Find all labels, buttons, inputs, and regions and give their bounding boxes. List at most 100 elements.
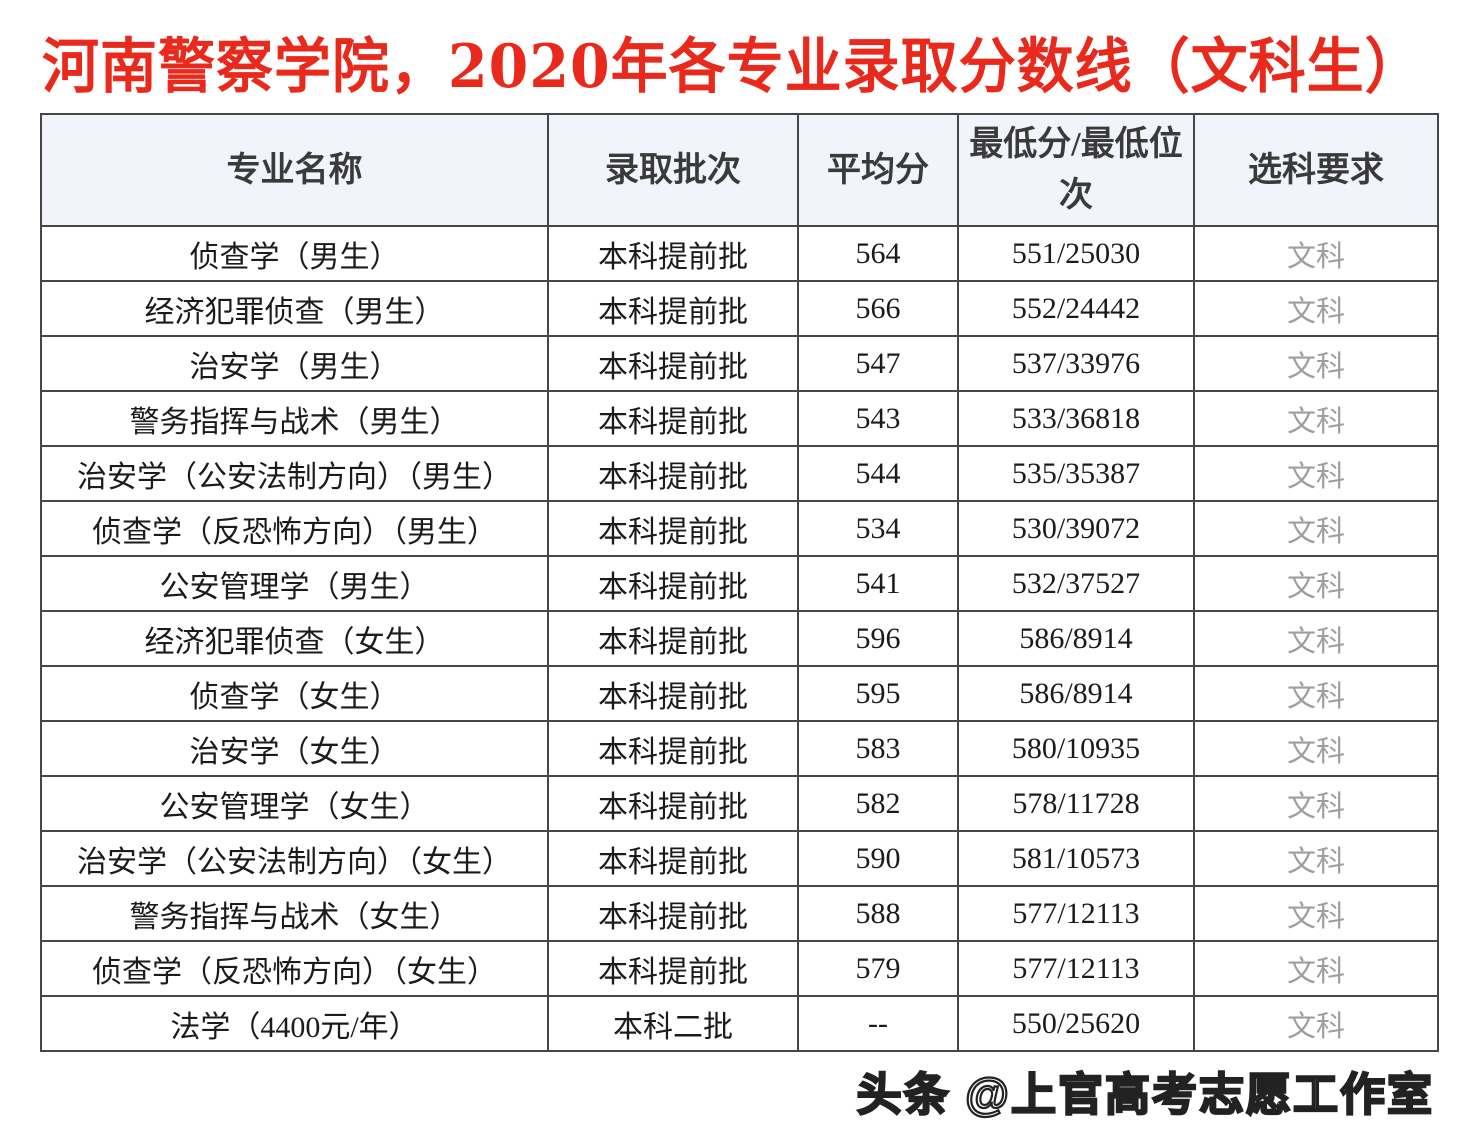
min-score-rank-cell: 552/24442	[957, 280, 1195, 337]
average-score-cell: 579	[797, 940, 959, 997]
min-score-rank-cell: 551/25030	[957, 225, 1195, 282]
min-score-rank-cell: 535/35387	[957, 445, 1195, 502]
subject-requirement-cell: 文科	[1193, 555, 1439, 612]
average-score-cell: 543	[797, 390, 959, 447]
major-name-cell: 治安学（女生）	[40, 720, 549, 777]
table-row: 警务指挥与战术（男生） 本科提前批 543 533/36818 文科	[40, 390, 1439, 447]
average-score-cell: 547	[797, 335, 959, 392]
admission-batch-cell: 本科提前批	[547, 280, 799, 337]
subject-requirement-cell: 文科	[1193, 500, 1439, 557]
admission-batch-cell: 本科提前批	[547, 885, 799, 942]
major-name-cell: 公安管理学（男生）	[40, 555, 549, 612]
table-row: 经济犯罪侦查（男生） 本科提前批 566 552/24442 文科	[40, 280, 1439, 337]
subject-requirement-cell: 文科	[1193, 610, 1439, 667]
subject-requirement-cell: 文科	[1193, 720, 1439, 777]
col-header-average-score: 平均分	[797, 113, 959, 227]
major-name-cell: 侦查学（女生）	[40, 665, 549, 722]
table-row: 侦查学（反恐怖方向）（女生） 本科提前批 579 577/12113 文科	[40, 940, 1439, 997]
admission-score-table: 专业名称 录取批次 平均分 最低分/最低位次 选科要求 侦查学（男生） 本科提前批…	[40, 113, 1439, 1052]
min-score-rank-cell: 530/39072	[957, 500, 1195, 557]
min-score-rank-cell: 577/12113	[957, 885, 1195, 942]
table-row: 治安学（公安法制方向）（男生） 本科提前批 544 535/35387 文科	[40, 445, 1439, 502]
table-row: 侦查学（女生） 本科提前批 595 586/8914 文科	[40, 665, 1439, 722]
col-header-admission-batch: 录取批次	[547, 113, 799, 227]
subject-requirement-cell: 文科	[1193, 390, 1439, 447]
admission-batch-cell: 本科提前批	[547, 335, 799, 392]
admission-batch-cell: 本科提前批	[547, 390, 799, 447]
col-header-major-name: 专业名称	[40, 113, 549, 227]
table-row: 治安学（女生） 本科提前批 583 580/10935 文科	[40, 720, 1439, 777]
average-score-cell: 566	[797, 280, 959, 337]
admission-batch-cell: 本科提前批	[547, 445, 799, 502]
average-score-cell: 590	[797, 830, 959, 887]
min-score-rank-cell: 586/8914	[957, 665, 1195, 722]
table-row: 公安管理学（女生） 本科提前批 582 578/11728 文科	[40, 775, 1439, 832]
major-name-cell: 警务指挥与战术（男生）	[40, 390, 549, 447]
major-name-cell: 治安学（男生）	[40, 335, 549, 392]
min-score-rank-cell: 537/33976	[957, 335, 1195, 392]
major-name-cell: 侦查学（反恐怖方向）（男生）	[40, 500, 549, 557]
min-score-rank-cell: 578/11728	[957, 775, 1195, 832]
subject-requirement-cell: 文科	[1193, 940, 1439, 997]
subject-requirement-cell: 文科	[1193, 995, 1439, 1052]
admission-batch-cell: 本科提前批	[547, 610, 799, 667]
average-score-cell: 541	[797, 555, 959, 612]
admission-batch-cell: 本科提前批	[547, 555, 799, 612]
table-row: 侦查学（男生） 本科提前批 564 551/25030 文科	[40, 225, 1439, 282]
min-score-rank-cell: 533/36818	[957, 390, 1195, 447]
major-name-cell: 警务指挥与战术（女生）	[40, 885, 549, 942]
page-title: 河南警察学院，2020年各专业录取分数线（文科生）	[42, 31, 1423, 102]
watermark-credit: 头条 @上官高考志愿工作室	[856, 1068, 1434, 1121]
min-score-rank-cell: 580/10935	[957, 720, 1195, 777]
subject-requirement-cell: 文科	[1193, 665, 1439, 722]
table-row: 警务指挥与战术（女生） 本科提前批 588 577/12113 文科	[40, 885, 1439, 942]
subject-requirement-cell: 文科	[1193, 445, 1439, 502]
subject-requirement-cell: 文科	[1193, 225, 1439, 282]
subject-requirement-cell: 文科	[1193, 885, 1439, 942]
admission-batch-cell: 本科提前批	[547, 940, 799, 997]
min-score-rank-cell: 577/12113	[957, 940, 1195, 997]
admission-batch-cell: 本科提前批	[547, 500, 799, 557]
admission-batch-cell: 本科提前批	[547, 225, 799, 282]
major-name-cell: 侦查学（反恐怖方向）（女生）	[40, 940, 549, 997]
table-row: 法学（4400元/年） 本科二批 -- 550/25620 文科	[40, 995, 1439, 1052]
admission-batch-cell: 本科提前批	[547, 830, 799, 887]
table-header-row: 专业名称 录取批次 平均分 最低分/最低位次 选科要求	[40, 113, 1439, 227]
table-row: 治安学（男生） 本科提前批 547 537/33976 文科	[40, 335, 1439, 392]
subject-requirement-cell: 文科	[1193, 280, 1439, 337]
major-name-cell: 治安学（公安法制方向）（女生）	[40, 830, 549, 887]
min-score-rank-cell: 550/25620	[957, 995, 1195, 1052]
table-body: 侦查学（男生） 本科提前批 564 551/25030 文科 经济犯罪侦查（男生） 本科提前…	[40, 225, 1439, 1052]
major-name-cell: 侦查学（男生）	[40, 225, 549, 282]
average-score-cell: 564	[797, 225, 959, 282]
admission-batch-cell: 本科提前批	[547, 775, 799, 832]
average-score-cell: --	[797, 995, 959, 1052]
major-name-cell: 经济犯罪侦查（女生）	[40, 610, 549, 667]
average-score-cell: 595	[797, 665, 959, 722]
average-score-cell: 534	[797, 500, 959, 557]
admission-batch-cell: 本科提前批	[547, 665, 799, 722]
min-score-rank-cell: 586/8914	[957, 610, 1195, 667]
average-score-cell: 588	[797, 885, 959, 942]
col-header-min-score-rank: 最低分/最低位次	[957, 113, 1195, 227]
min-score-rank-cell: 532/37527	[957, 555, 1195, 612]
admission-batch-cell: 本科提前批	[547, 720, 799, 777]
average-score-cell: 583	[797, 720, 959, 777]
table-row: 侦查学（反恐怖方向）（男生） 本科提前批 534 530/39072 文科	[40, 500, 1439, 557]
major-name-cell: 治安学（公安法制方向）（男生）	[40, 445, 549, 502]
major-name-cell: 经济犯罪侦查（男生）	[40, 280, 549, 337]
table-row: 公安管理学（男生） 本科提前批 541 532/37527 文科	[40, 555, 1439, 612]
average-score-cell: 544	[797, 445, 959, 502]
col-header-subject-requirement: 选科要求	[1193, 113, 1439, 227]
admission-batch-cell: 本科二批	[547, 995, 799, 1052]
average-score-cell: 596	[797, 610, 959, 667]
major-name-cell: 公安管理学（女生）	[40, 775, 549, 832]
subject-requirement-cell: 文科	[1193, 775, 1439, 832]
subject-requirement-cell: 文科	[1193, 335, 1439, 392]
average-score-cell: 582	[797, 775, 959, 832]
table-row: 经济犯罪侦查（女生） 本科提前批 596 586/8914 文科	[40, 610, 1439, 667]
subject-requirement-cell: 文科	[1193, 830, 1439, 887]
min-score-rank-cell: 581/10573	[957, 830, 1195, 887]
major-name-cell: 法学（4400元/年）	[40, 995, 549, 1052]
